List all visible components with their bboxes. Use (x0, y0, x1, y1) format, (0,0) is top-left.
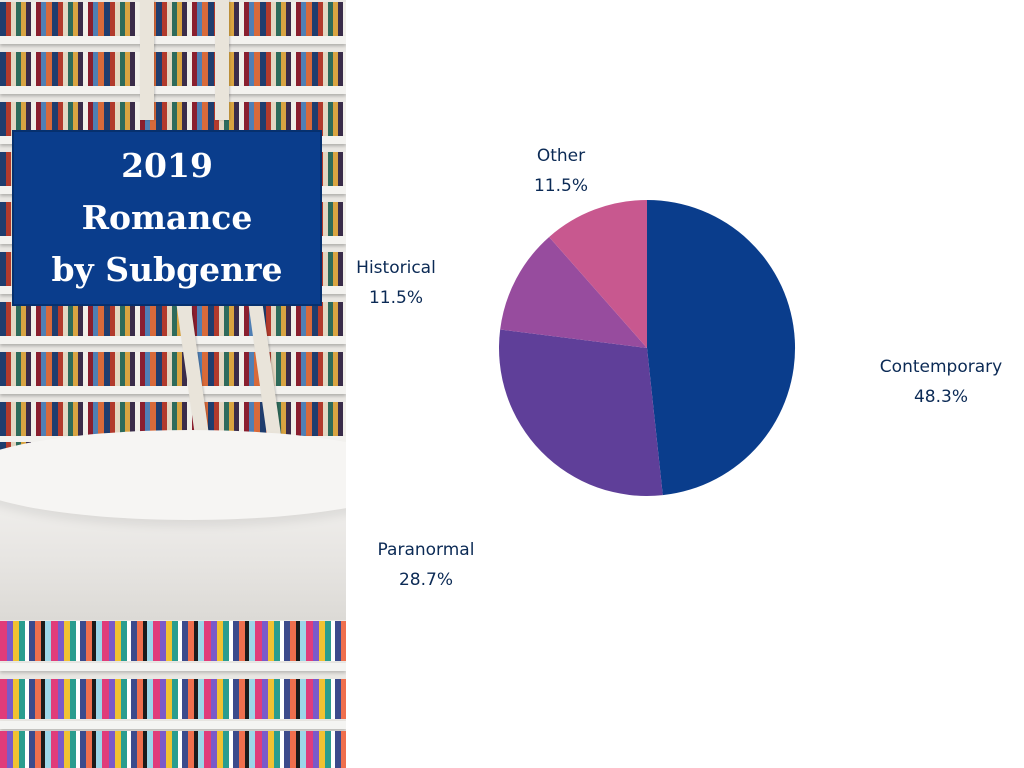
slice-value-historical: 11.5% (368, 288, 423, 308)
lower-bookshelf (0, 615, 346, 768)
slice-label-historical: Historical 11.5% (346, 253, 446, 313)
title-year: 2019 (121, 146, 213, 185)
pie-chart-svg (499, 200, 796, 497)
shelf-row (0, 0, 346, 44)
slice-value-other: 11.5% (533, 176, 588, 196)
pie-slice-contemporary (647, 200, 796, 496)
slice-label-other: Other 11.5% (516, 141, 606, 201)
slice-name-contemporary: Contemporary (879, 357, 1003, 377)
slice-value-paranormal: 28.7% (398, 570, 453, 590)
slice-name-historical: Historical (356, 258, 436, 278)
slice-name-other: Other (536, 146, 586, 166)
title-genre: Romance (81, 198, 253, 237)
ceiling-curve (0, 430, 346, 620)
slice-value-contemporary: 48.3% (913, 387, 968, 407)
ladder (140, 0, 154, 120)
shelf-row (0, 350, 346, 394)
pie-slice-paranormal (499, 329, 663, 497)
shelf-row (0, 50, 346, 94)
title-subgenre: by Subgenre (51, 250, 283, 289)
pie-slice-other (549, 200, 647, 348)
bookshelf-photo (0, 0, 346, 768)
slice-label-paranormal: Paranormal 28.7% (356, 535, 496, 595)
chart-title-box: 2019 Romance by Subgenre (12, 130, 322, 306)
pie-slice-historical (500, 236, 647, 348)
shelf-row (0, 300, 346, 344)
slice-name-paranormal: Paranormal (377, 540, 475, 560)
pie-chart: Contemporary 48.3% Paranormal 28.7% Hist… (346, 0, 1024, 768)
ladder (215, 0, 229, 120)
slice-label-contemporary: Contemporary 48.3% (866, 352, 1016, 412)
